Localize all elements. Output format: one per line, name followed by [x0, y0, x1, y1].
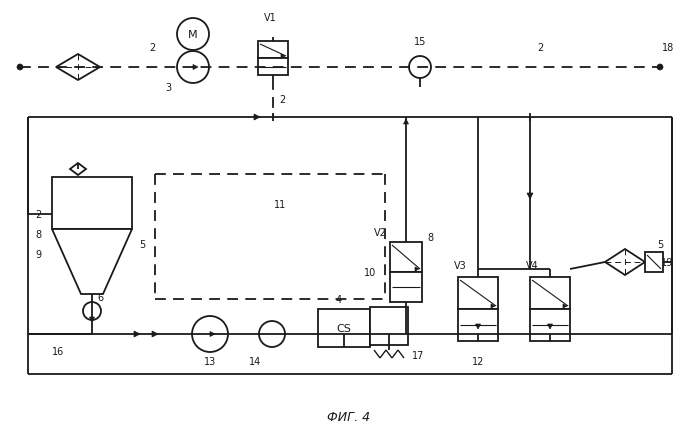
Text: 17: 17 — [412, 350, 424, 360]
Text: 10: 10 — [364, 267, 376, 277]
Circle shape — [177, 52, 209, 84]
Text: CS: CS — [336, 323, 352, 333]
Polygon shape — [605, 249, 645, 276]
Text: 8: 8 — [35, 230, 41, 240]
Text: V1: V1 — [264, 13, 276, 23]
Text: 11: 11 — [274, 200, 286, 209]
Polygon shape — [281, 55, 285, 59]
Circle shape — [17, 65, 23, 71]
Text: 2: 2 — [279, 95, 285, 105]
Text: V2: V2 — [373, 227, 387, 237]
Text: 8: 8 — [427, 233, 433, 243]
Bar — [390, 243, 422, 272]
Text: V4: V4 — [526, 261, 538, 270]
Polygon shape — [403, 120, 408, 125]
Text: 9: 9 — [35, 249, 41, 259]
Polygon shape — [193, 65, 198, 71]
Bar — [52, 177, 132, 230]
Polygon shape — [475, 324, 480, 329]
Bar — [390, 272, 422, 302]
Bar — [458, 309, 498, 341]
Text: 18: 18 — [662, 43, 674, 53]
Text: 16: 16 — [52, 346, 64, 356]
Polygon shape — [52, 230, 132, 294]
Bar — [530, 309, 570, 341]
Polygon shape — [254, 115, 260, 121]
Circle shape — [192, 316, 228, 352]
Polygon shape — [415, 267, 419, 272]
Polygon shape — [547, 324, 552, 329]
Text: 4: 4 — [336, 294, 342, 304]
Text: 2: 2 — [149, 43, 155, 53]
Text: V3: V3 — [454, 261, 466, 270]
Bar — [458, 277, 498, 309]
Bar — [318, 309, 370, 347]
Text: 13: 13 — [204, 356, 216, 366]
Text: 5: 5 — [139, 240, 145, 249]
Bar — [370, 307, 408, 345]
Polygon shape — [210, 332, 215, 337]
Polygon shape — [89, 317, 94, 322]
Polygon shape — [491, 304, 495, 308]
Text: 14: 14 — [249, 356, 261, 366]
Polygon shape — [56, 55, 100, 81]
Polygon shape — [134, 331, 140, 337]
Text: 6: 6 — [97, 292, 103, 302]
Polygon shape — [70, 164, 86, 176]
Polygon shape — [152, 331, 158, 337]
Bar — [530, 277, 570, 309]
Bar — [258, 42, 288, 59]
Circle shape — [83, 302, 101, 320]
Text: 2: 2 — [35, 209, 41, 219]
Circle shape — [409, 57, 431, 79]
Circle shape — [259, 321, 285, 347]
Text: 15: 15 — [414, 37, 426, 47]
Bar — [645, 252, 663, 272]
Text: ФИГ. 4: ФИГ. 4 — [327, 410, 370, 424]
Polygon shape — [563, 304, 567, 308]
Circle shape — [177, 19, 209, 51]
Circle shape — [657, 65, 663, 71]
Text: 5: 5 — [657, 240, 663, 249]
Text: 2: 2 — [537, 43, 543, 53]
Polygon shape — [527, 194, 533, 200]
Text: 19: 19 — [661, 258, 673, 267]
Bar — [258, 59, 288, 76]
Text: 12: 12 — [472, 356, 484, 366]
Text: 3: 3 — [165, 83, 171, 93]
Text: M: M — [188, 30, 198, 40]
